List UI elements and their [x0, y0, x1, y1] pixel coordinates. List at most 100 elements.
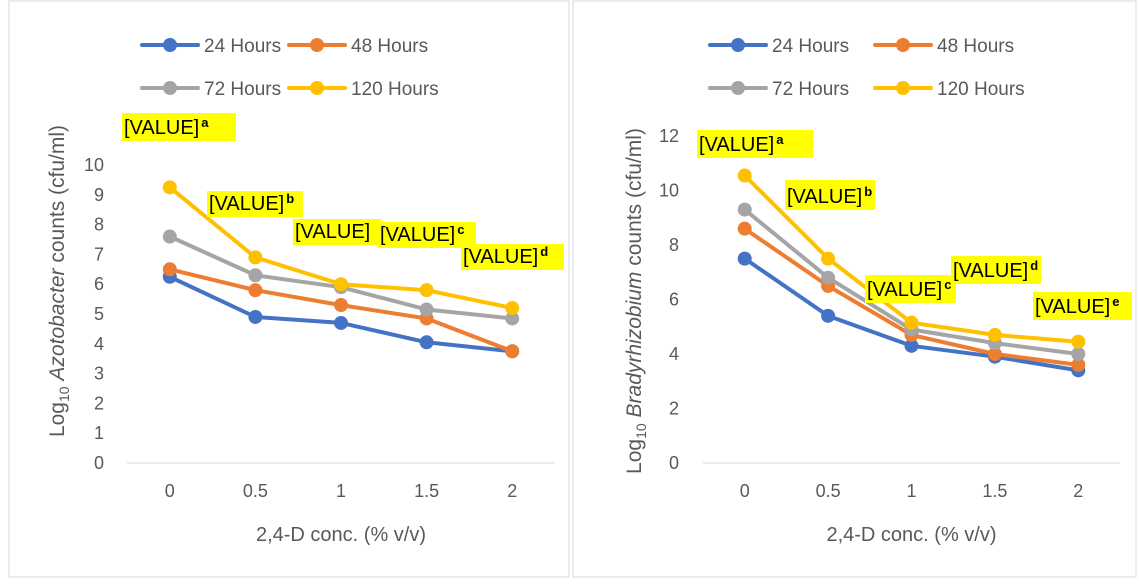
point-series-24h [904, 338, 919, 353]
y-tick-label: 12 [659, 126, 679, 146]
legend-marker-series-24h [163, 38, 177, 52]
y-axis-label-units: counts (cfu/ml) [46, 125, 69, 269]
data-label-letter: c [944, 277, 951, 292]
data-label-highlight [1033, 292, 1132, 320]
legend-marker-series-120h [310, 81, 324, 95]
point-series-72h [505, 311, 520, 326]
legend-label-series-48h: 48 Hours [351, 36, 428, 57]
data-label: [VALUE] b [787, 184, 872, 208]
y-axis-label-organism: Bradyrhizobium [623, 272, 646, 418]
data-label-highlight [461, 244, 564, 270]
data-label: [VALUE] d [953, 258, 1038, 282]
data-label-value: [VALUE] [295, 221, 370, 243]
y-tick-label: 2 [669, 399, 679, 419]
point-series-48h [162, 262, 177, 277]
data-label-value: [VALUE] [867, 279, 942, 301]
y-axis-label-log: Log [623, 439, 646, 474]
point-series-120h [419, 283, 434, 298]
y-tick-label: 9 [94, 185, 104, 205]
legend-marker-series-48h [310, 38, 324, 52]
y-tick-label: 4 [669, 344, 679, 364]
point-series-48h [248, 283, 263, 298]
x-tick-label: 1.5 [414, 481, 439, 501]
data-label-letter: d [1030, 258, 1038, 273]
data-label: [VALUE] [295, 221, 370, 243]
point-series-48h [1071, 357, 1086, 372]
point-series-72h [248, 268, 263, 283]
data-label-value: [VALUE] [380, 224, 455, 246]
legend-label-series-72h: 72 Hours [772, 79, 849, 100]
y-tick-label: 8 [669, 235, 679, 255]
chart-frame [572, 0, 1137, 578]
point-series-120h [248, 250, 263, 265]
y-axis-label-log: Log [46, 402, 69, 437]
x-tick-label: 2 [507, 481, 517, 501]
y-tick-label: 0 [669, 453, 679, 473]
data-label-letter: d [540, 244, 548, 259]
point-series-72h [1071, 347, 1086, 361]
data-label-highlight [122, 113, 236, 141]
point-series-120h [162, 180, 177, 195]
y-tick-label: 6 [94, 274, 104, 294]
y-axis-label-subscript: 10 [56, 386, 72, 402]
point-series-48h [334, 298, 348, 313]
data-label-value: [VALUE] [463, 246, 538, 268]
data-label-highlight [378, 222, 476, 248]
data-label-letter: c [457, 222, 464, 237]
legend-label-series-120h: 120 Hours [351, 79, 439, 100]
data-label-value: [VALUE] [124, 117, 199, 139]
legend-marker-series-120h [896, 81, 910, 95]
data-label-letter: b [286, 191, 294, 206]
x-axis-label: 2,4-D conc. (% v/v) [826, 524, 996, 546]
legend-marker-series-24h [731, 38, 745, 52]
point-series-24h [737, 251, 752, 266]
data-label: [VALUE] a [699, 132, 784, 156]
x-tick-label: 0 [740, 481, 750, 501]
y-tick-label: 10 [84, 155, 104, 175]
y-axis-label-units: counts (cfu/ml) [623, 128, 646, 272]
data-label-letter: a [776, 132, 784, 147]
data-label-highlight [697, 130, 813, 158]
legend-label-series-120h: 120 Hours [937, 79, 1025, 100]
data-label-value: [VALUE] [787, 186, 862, 208]
point-series-24h [419, 335, 434, 350]
x-tick-label: 2 [1073, 481, 1083, 501]
x-tick-label: 1.5 [982, 481, 1007, 501]
point-series-72h [162, 229, 177, 244]
data-label-letter: a [201, 115, 209, 130]
x-tick-label: 0.5 [816, 481, 841, 501]
x-tick-label: 0.5 [243, 481, 268, 501]
point-series-120h [821, 251, 836, 266]
point-series-24h [334, 315, 348, 330]
data-label: [VALUE] c [867, 277, 951, 301]
y-tick-label: 8 [94, 215, 104, 235]
y-axis-label-subscript: 10 [633, 423, 649, 439]
point-series-72h [419, 302, 434, 317]
point-series-120h [737, 168, 752, 183]
point-series-120h [334, 277, 348, 292]
y-axis-label: Log10 Azotobacter counts (cfu/ml) [46, 125, 72, 437]
point-series-48h [737, 221, 752, 236]
point-series-72h [821, 270, 836, 285]
chart-frame [8, 0, 570, 578]
legend-marker-series-72h [163, 81, 177, 95]
point-series-48h [987, 347, 1002, 361]
point-series-120h [904, 315, 919, 330]
data-label-value: [VALUE] [953, 260, 1028, 282]
y-tick-label: 10 [659, 181, 679, 201]
data-label-highlight [785, 180, 875, 210]
data-label: [VALUE] c [380, 222, 464, 246]
legend-label-series-72h: 72 Hours [204, 79, 281, 100]
point-series-24h [248, 309, 263, 324]
data-label-value: [VALUE] [209, 193, 284, 215]
y-tick-label: 6 [669, 290, 679, 310]
data-label-highlight [865, 275, 956, 303]
point-series-120h [987, 327, 1002, 342]
data-label: [VALUE] d [463, 244, 548, 268]
y-tick-label: 5 [94, 304, 104, 324]
data-label-highlight [951, 256, 1041, 284]
data-label-letter: b [864, 184, 872, 199]
y-axis-label-organism: Azotobacter [46, 268, 69, 383]
chart-1: 0 1 2 3 4 5 6 7 8 9 10 0 0.5 1 1.5 2 2,4-D conc. (% v/v)… [8, 0, 570, 578]
